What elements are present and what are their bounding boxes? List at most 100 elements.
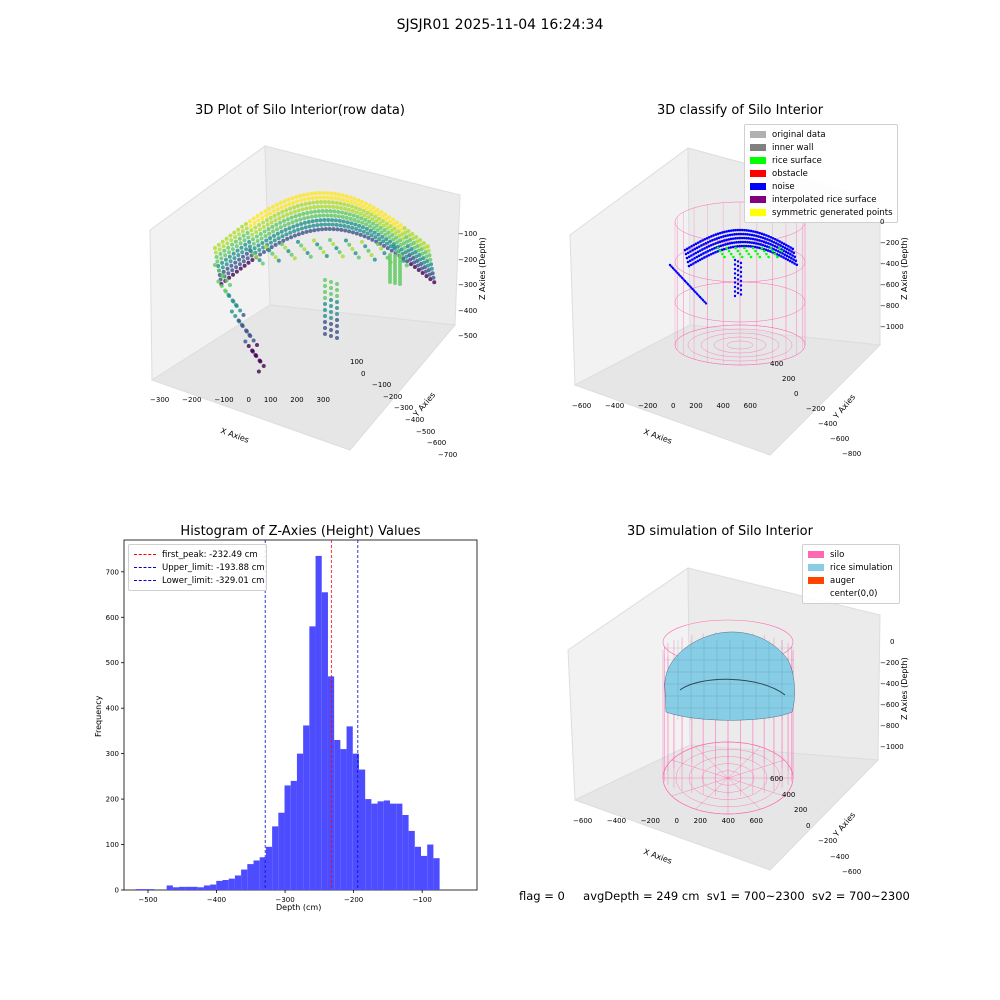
histogram-bar (433, 858, 440, 890)
plot1-title: 3D Plot of Silo Interior(row data) (195, 103, 405, 118)
plot2-ztick: 0 (880, 218, 885, 226)
histogram-bar (427, 844, 434, 890)
legend-item: interpolated rice surface (750, 193, 892, 206)
plot2-ztick: −800 (880, 302, 900, 310)
histogram-bar (414, 846, 421, 890)
plot2-ztick: −400 (880, 260, 900, 268)
plot4-title: 3D simulation of Silo Interior (627, 524, 813, 539)
ytick-label: −200 (383, 392, 403, 401)
ytick-label: −400 (405, 416, 425, 424)
legend-line (134, 580, 156, 581)
plot4-ztick: −600 (880, 701, 900, 709)
ytick-label: −700 (438, 450, 458, 459)
legend-item: Upper_limit: -193.88 cm (134, 561, 265, 574)
histogram-bar (371, 803, 378, 890)
histogram-bar (216, 880, 223, 890)
legend-swatch (750, 131, 766, 138)
histogram-bar (377, 801, 384, 890)
histogram-bar (340, 749, 347, 890)
plot1-ztick: −100 (458, 230, 478, 238)
plot2-z-ticks: 0 −200 −400 −600 −800 −1000 (880, 212, 904, 338)
histogram-bar (234, 875, 242, 890)
plot1-xtick: 300 (316, 396, 330, 404)
histogram-bar (265, 846, 273, 890)
plot4-zlabel: Z Axies (Depth) (900, 657, 909, 720)
ytick-label: 400 (770, 360, 784, 368)
plot2-x-ticks: −600 −400 −200 0 200 400 600 (572, 402, 757, 410)
legend-item: silo (808, 548, 894, 561)
plot3-legend: first_peak: -232.49 cm Upper_limit: -193… (128, 544, 267, 591)
plot4-xtick: 400 (721, 817, 735, 825)
plot2-xtick: −200 (638, 402, 658, 410)
histogram-bar (420, 855, 428, 890)
legend-item: Lower_limit: -329.01 cm (134, 574, 264, 587)
ytick-label: 0 (361, 369, 366, 378)
y-tick-label: 0 (115, 887, 119, 895)
histogram-bar (259, 857, 266, 890)
plot1-ztick: −200 (458, 255, 478, 264)
x-tick-label: −200 (344, 896, 363, 904)
legend-swatch (808, 564, 824, 571)
histogram-bar (352, 753, 359, 890)
ytick-label: 400 (782, 790, 796, 799)
x-tick-label: −500 (138, 896, 157, 904)
plot4-ztick: 0 (890, 638, 895, 646)
plot2-xtick: 400 (716, 402, 730, 410)
plot1-xtick: −300 (150, 396, 170, 404)
plot4-xtick: −600 (573, 817, 593, 825)
histogram-bar (303, 725, 310, 890)
flag-text: flag = 0 (519, 889, 565, 903)
legend-item: rice surface (750, 154, 892, 167)
histogram-bar (284, 785, 291, 890)
plot1-ztick: −300 (458, 281, 478, 289)
histogram-bar (365, 799, 372, 890)
y-tick-label: 600 (106, 614, 119, 622)
plot1-x-ticks: −300 −200 −100 0 100 200 300 (150, 396, 330, 404)
histogram-bar (290, 780, 297, 890)
legend-swatch (750, 144, 766, 151)
histogram-bar (228, 878, 235, 890)
plot4-ztick: −200 (880, 659, 900, 667)
x-tick-label: −300 (275, 896, 294, 904)
plot4-xtick: 600 (749, 817, 763, 825)
plot2-xtick: 600 (743, 402, 757, 410)
plot1-ztick: −500 (458, 332, 478, 340)
plot2-ztick: −1000 (880, 323, 904, 331)
histogram-bar (383, 800, 390, 890)
plot4-ztick: −800 (880, 722, 900, 730)
histogram-bar (197, 887, 204, 890)
legend-line (134, 567, 156, 568)
legend-item: auger (808, 574, 894, 587)
plot3-xlabel: Depth (cm) (276, 903, 322, 912)
ytick-label: 600 (770, 775, 784, 783)
histogram-bar (141, 889, 149, 890)
ytick-label: −600 (830, 435, 850, 443)
plot4-legend: silo rice simulation auger center(0,0) (802, 544, 900, 604)
histogram-bar (327, 676, 335, 890)
plot2-xtick: 200 (689, 402, 703, 410)
legend-swatch (750, 209, 766, 216)
legend-item: obstacle (750, 167, 892, 180)
histogram-bar (210, 884, 217, 890)
plot4-xtick: −200 (640, 817, 660, 825)
histogram-bar (203, 885, 211, 890)
ytick-label: −600 (842, 868, 862, 876)
histogram-bar (185, 886, 192, 890)
histogram-bar (179, 886, 186, 890)
ytick-label: 0 (794, 390, 799, 398)
histogram-bar (389, 803, 397, 890)
histogram-bar (166, 885, 173, 890)
legend-item: first_peak: -232.49 cm (134, 548, 261, 561)
histogram-bar (135, 889, 142, 890)
ytick-label: −600 (427, 439, 447, 448)
histogram-bar (296, 753, 304, 890)
plot2-legend: original data inner wall rice surface ob… (744, 124, 898, 223)
ytick-label: 0 (806, 821, 811, 830)
plot1-ztick: −400 (458, 306, 478, 315)
x-tick-label: −400 (207, 896, 226, 904)
legend-item: noise (750, 180, 892, 193)
ytick-label: −500 (416, 427, 436, 436)
plot1-xtick: 200 (290, 396, 304, 404)
plot4-ztick: −400 (880, 680, 900, 688)
